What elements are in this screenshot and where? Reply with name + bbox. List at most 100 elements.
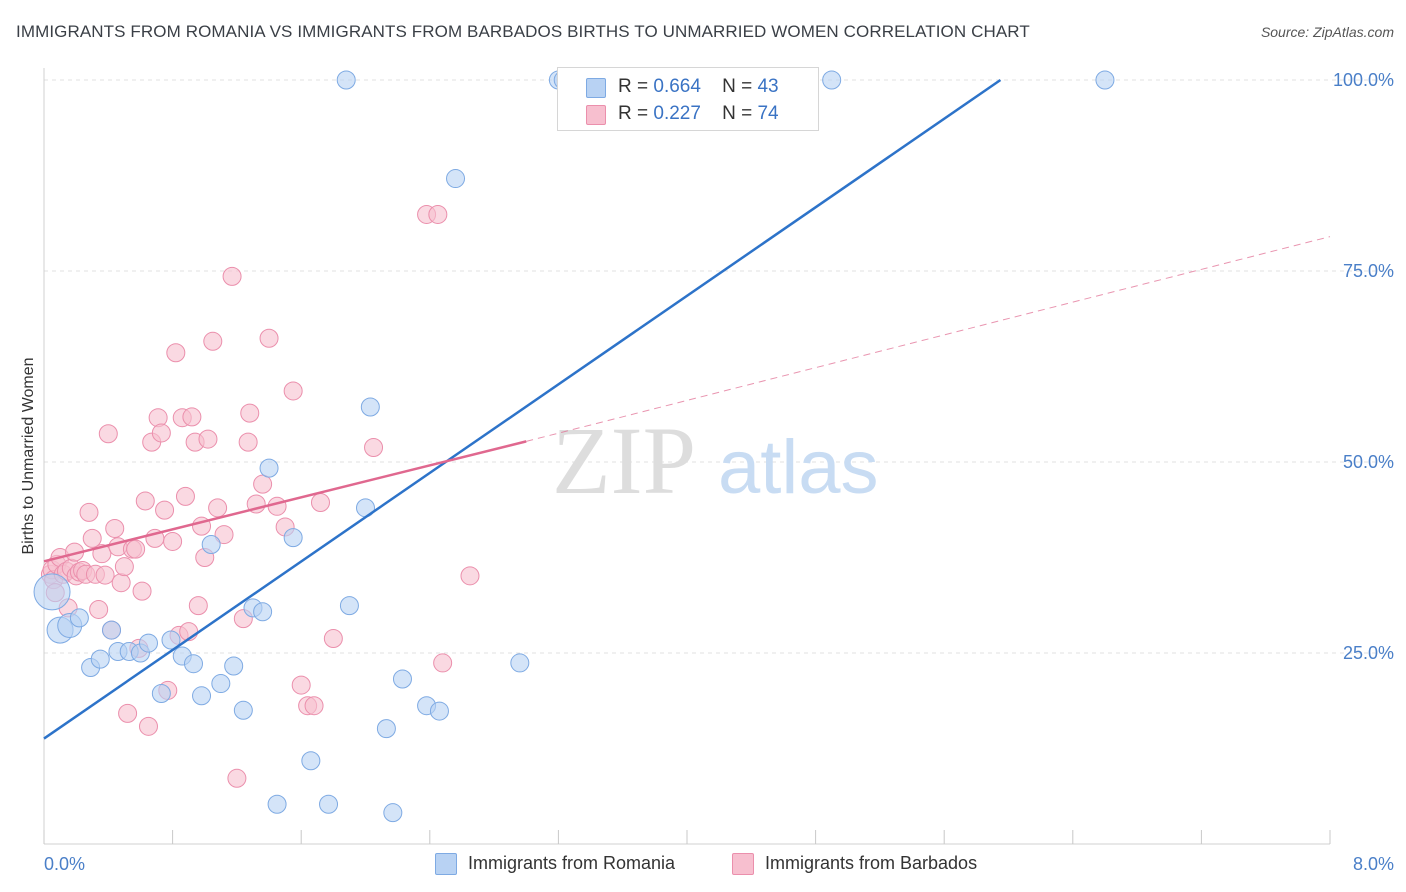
barbados-point	[433, 653, 453, 673]
source-credit: Source: ZipAtlas.com	[1260, 24, 1394, 40]
barbados-point	[283, 381, 303, 401]
barbados-point	[364, 437, 384, 457]
barbados-point	[151, 423, 171, 443]
romania-point	[339, 596, 359, 616]
y-axis-label: Births to Unmarried Women	[20, 357, 37, 554]
barbados-r-value: 0.227	[653, 103, 701, 124]
romania-point	[822, 70, 842, 90]
bottom-romania-swatch	[435, 853, 457, 875]
barbados-point	[166, 343, 186, 363]
barbados-point	[198, 429, 218, 449]
barbados-point	[89, 599, 109, 619]
barbados-point	[227, 768, 247, 788]
barbados-point	[188, 596, 208, 616]
chart-title: IMMIGRANTS FROM ROMANIA VS IMMIGRANTS FR…	[16, 22, 1030, 41]
barbados-point	[132, 581, 152, 601]
romania-point	[183, 654, 203, 674]
romania-point	[1095, 70, 1115, 90]
tick-labels: 25.0% 50.0% 75.0% 100.0% 0.0% 8.0%	[44, 70, 1394, 874]
romania-point	[253, 602, 273, 622]
x-tick-label: 8.0%	[1353, 854, 1394, 874]
barbados-point	[95, 565, 115, 585]
barbados-point	[238, 432, 258, 452]
romania-point	[376, 719, 396, 739]
barbados-point	[208, 498, 228, 518]
romania-point	[360, 397, 380, 417]
romania-point	[102, 620, 122, 640]
barbados-point	[163, 531, 183, 551]
watermark: ZIP atlas	[552, 407, 879, 514]
y-tick-label: 75.0%	[1343, 261, 1394, 281]
watermark-zip: ZIP	[552, 407, 696, 514]
barbados-point	[155, 500, 175, 520]
romania-point	[201, 535, 221, 555]
romania-r-value: 0.664	[653, 76, 701, 97]
barbados-point	[114, 557, 134, 577]
barbados-point	[259, 328, 279, 348]
barbados-point	[175, 486, 195, 506]
trend-lines	[43, 78, 1331, 740]
barbados-point	[460, 566, 480, 586]
romania-point	[259, 458, 279, 478]
romania-n-value: 43	[757, 76, 779, 97]
romania-point	[151, 683, 171, 703]
romania-point	[267, 794, 287, 814]
barbados-n-label: N =	[722, 103, 753, 124]
romania-point	[392, 669, 412, 689]
barbados-point	[291, 675, 311, 695]
barbados-point	[182, 407, 202, 427]
romania-point	[33, 573, 71, 611]
barbados-point	[79, 502, 99, 522]
barbados-points	[40, 204, 480, 788]
romania-trend-line	[43, 78, 1002, 740]
grid-lines	[44, 79, 1394, 654]
barbados-point	[118, 703, 138, 723]
barbados-trend-line	[43, 440, 527, 563]
romania-point	[233, 700, 253, 720]
barbados-swatch	[586, 105, 606, 125]
y-tick-label: 50.0%	[1343, 452, 1394, 472]
romania-point	[319, 794, 339, 814]
watermark-atlas: atlas	[718, 425, 879, 510]
romania-point	[336, 70, 356, 90]
bottom-barbados-label: Immigrants from Barbados	[765, 853, 978, 873]
romania-point	[161, 630, 181, 650]
barbados-point	[267, 496, 287, 516]
romania-point	[90, 649, 110, 669]
barbados-point	[82, 528, 102, 548]
barbados-point	[111, 573, 131, 593]
barbados-point	[135, 491, 155, 511]
barbados-point	[214, 525, 234, 545]
barbados-n-value: 74	[757, 103, 779, 124]
romania-point	[211, 674, 231, 694]
x-tick-label: 0.0%	[44, 854, 85, 874]
romania-r-label: R =	[618, 76, 649, 97]
romania-point	[69, 608, 89, 628]
y-tick-label: 25.0%	[1343, 643, 1394, 663]
barbados-point	[240, 403, 260, 423]
barbados-r-label: R =	[618, 103, 649, 124]
barbados-point	[126, 539, 146, 559]
barbados-point	[304, 696, 324, 716]
barbados-point	[428, 204, 448, 224]
barbados-point	[222, 266, 242, 286]
romania-point	[429, 701, 449, 721]
romania-point	[383, 803, 403, 823]
barbados-point	[310, 492, 330, 512]
romania-point	[283, 528, 303, 548]
romania-point	[510, 653, 530, 673]
romania-point	[192, 686, 212, 706]
barbados-point	[98, 424, 118, 444]
romania-point	[224, 656, 244, 676]
axes	[43, 68, 1331, 845]
barbados-point	[203, 331, 223, 351]
barbados-point	[105, 518, 125, 538]
romania-point	[301, 751, 321, 771]
y-tick-label: 100.0%	[1333, 70, 1394, 90]
barbados-trend-extension	[526, 236, 1331, 442]
bottom-barbados-swatch	[732, 853, 754, 875]
romania-n-label: N =	[722, 76, 753, 97]
correlation-legend: R = 0.664 N = 43 R = 0.227 N = 74	[557, 67, 819, 131]
barbados-point	[138, 716, 158, 736]
